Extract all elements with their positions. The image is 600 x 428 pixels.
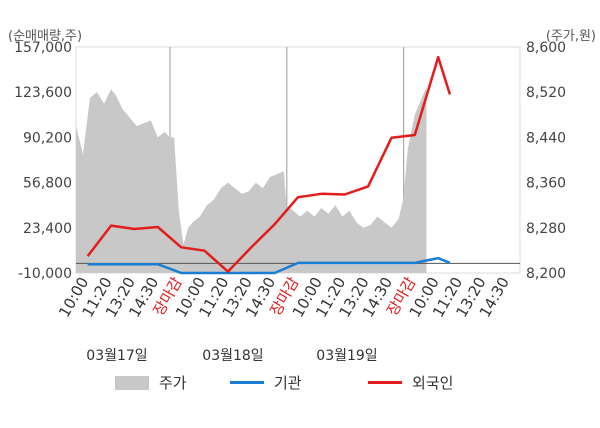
foreign-line [86,55,452,273]
left-tick-label: 157,000 [14,40,72,56]
legend-swatch-price [115,375,149,390]
legend-item-institution: 기관 [230,372,302,393]
legend-item-price: 주가 [115,372,187,393]
left-tick-label: 90,200 [23,130,72,146]
plot-area [76,55,520,275]
right-tick-label: 8,520 [526,85,566,101]
right-tick-label: 8,200 [526,266,566,282]
left-tick-label: 123,600 [14,85,72,101]
institution-line [87,256,451,275]
date-label: 03월19일 [316,348,377,364]
right-axis: 8,600 8,520 8,440 8,360 8,280 8,200 [526,40,566,282]
legend: 주가 기관 외국인 [0,372,600,402]
right-tick-label: 8,360 [526,176,566,192]
left-axis: 157,000 123,600 90,200 56,800 23,400 -10,000 [14,40,72,282]
legend-swatch-foreign [368,381,402,384]
legend-label-institution: 기관 [274,374,302,392]
chart: (순매매량,주) (주가,원) 157,000 123,600 90,200 56,8… [8,29,596,364]
right-axis-unit: (주가,원) [546,29,596,44]
x-axis: 10:0011:2013:2014:30장마감10:0011:2013:2014… [55,274,513,321]
left-tick-label: 56,800 [23,176,72,192]
right-tick-label: 8,280 [526,221,566,237]
left-axis-unit: (순매매량,주) [8,29,82,44]
legend-swatch-institution [230,381,264,384]
date-label: 03월18일 [202,348,263,364]
left-tick-label: -10,000 [18,266,72,282]
date-labels: 03월17일 03월18일 03월19일 [86,348,377,364]
right-tick-label: 8,440 [526,130,566,146]
right-tick-label: 8,600 [526,40,566,56]
price-area [76,86,427,273]
date-label: 03월17일 [86,348,147,364]
legend-label-foreign: 외국인 [412,374,454,392]
left-tick-label: 23,400 [23,221,72,237]
legend-item-foreign: 외국인 [368,372,453,393]
legend-label-price: 주가 [159,374,187,392]
